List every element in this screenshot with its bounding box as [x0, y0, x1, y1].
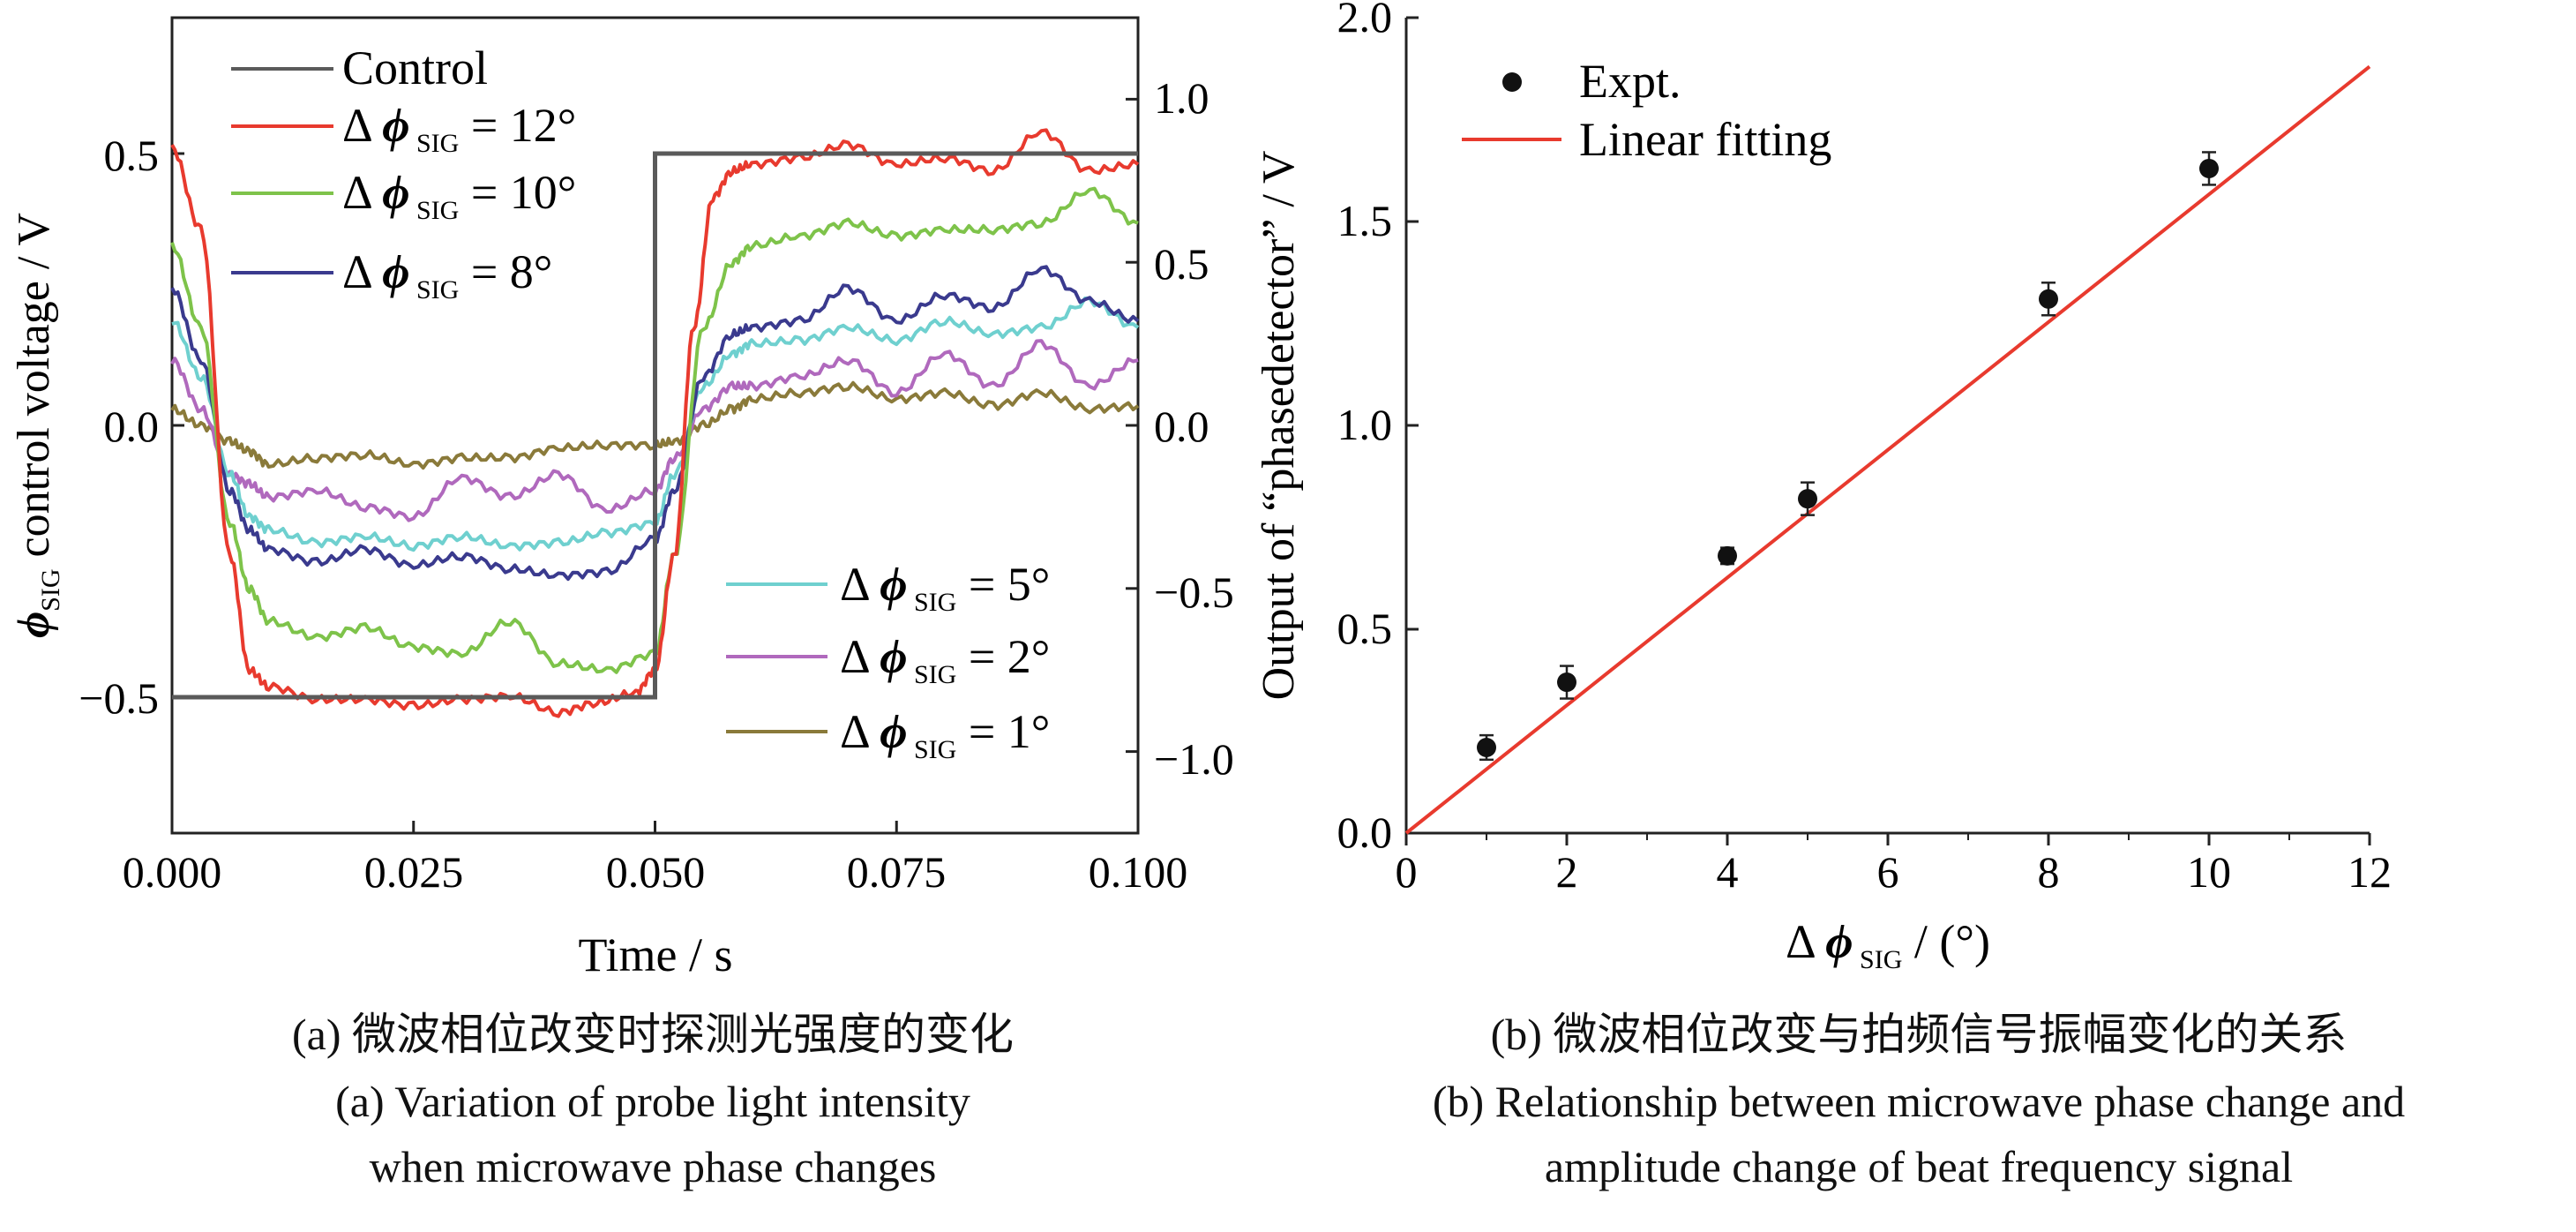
caption-a-english-line2: when microwave phase changes: [369, 1142, 937, 1191]
chart-a-legend-bottom: Δ ϕ SIG = 5° Δ ϕ SIG = 2° Δ ϕ SIG = 1°: [726, 558, 1050, 764]
chart-b-ytick-label: 1.5: [1337, 196, 1393, 245]
chart-b-xtick-label: 12: [2348, 847, 2392, 897]
chart-b-xtick-label: 2: [1556, 847, 1578, 897]
data-point: [1718, 545, 1737, 566]
chart-b-ticks: [1404, 16, 2371, 845]
caption-b-chinese: (b) 微波相位改变与拍频信号振幅变化的关系: [1490, 1010, 2348, 1059]
chart-a-ytick-left: −0.5: [79, 673, 159, 723]
chart-b-legend: Expt. Linear fitting: [1462, 55, 1831, 166]
legend-entry-control: Control: [342, 41, 488, 94]
chart-a-xtick-label: 0.100: [1089, 847, 1188, 897]
caption-b-english-line1: (b) Relationship between microwave phase…: [1432, 1077, 2406, 1126]
chart-b-fit-line: [1404, 64, 2371, 835]
chart-a-xtick-label: 0.025: [364, 847, 464, 897]
legend-marker-expt: [1502, 72, 1522, 92]
legend-entry-5deg: Δ ϕ SIG = 5°: [840, 558, 1050, 617]
data-point: [1477, 737, 1496, 757]
chart-b-ytick-label: 2.0: [1337, 0, 1393, 41]
chart-b-points: [1477, 151, 2219, 762]
legend-entry-2deg: Δ ϕ SIG = 2°: [840, 630, 1050, 689]
chart-b-xtick-label: 4: [1717, 847, 1739, 897]
chart-a-ylabel: ϕSIG control voltage / V: [9, 213, 65, 638]
chart-a-ytick-left: 0.5: [104, 131, 160, 180]
legend-entry-8deg: Δ ϕ SIG = 8°: [342, 245, 552, 304]
chart-a-ytick-right: 0.0: [1154, 402, 1209, 451]
caption-a-chinese: (a) 微波相位改变时探测光强度的变化: [292, 1010, 1014, 1059]
legend-entry-1deg: Δ ϕ SIG = 1°: [840, 705, 1050, 764]
caption-b-english-line2: amplitude change of beat frequency signa…: [1544, 1142, 2294, 1191]
caption-a-english-line1: (a) Variation of probe light intensity: [335, 1077, 970, 1126]
chart-b: 0 2 4 6 8 10 12 Δ ϕ SIG / (°) 0.0 0.5 1.…: [1254, 0, 2392, 974]
chart-b-ytick-label: 0.0: [1337, 808, 1393, 857]
chart-b-ytick-label: 0.5: [1337, 604, 1393, 653]
series-line-control: [172, 151, 1138, 700]
chart-a-ytick-right: −1.0: [1154, 734, 1234, 784]
chart-b-xtick-label: 10: [2187, 847, 2231, 897]
chart-a-ytick-right: −0.5: [1154, 567, 1234, 617]
fit-line: [1404, 64, 2371, 835]
legend-entry-fit: Linear fitting: [1579, 113, 1831, 166]
chart-a-xtick-label: 0.000: [123, 847, 222, 897]
chart-a-ytick-right: 0.5: [1154, 239, 1209, 289]
chart-a-series: [170, 128, 1140, 718]
chart-a-legend-top: Control Δ ϕ SIG = 12° Δ ϕ SIG = 10° Δ ϕ …: [231, 41, 576, 304]
chart-b-xtick-label: 0: [1396, 847, 1418, 897]
chart-a: 0.000 0.025 0.050 0.075 0.100 Time / s −…: [9, 16, 1234, 981]
chart-a-ticks: [170, 97, 1140, 833]
data-point: [1798, 489, 1817, 509]
chart-a-xtick-label: 0.075: [847, 847, 947, 897]
legend-entry-10deg: Δ ϕ SIG = 10°: [342, 166, 576, 225]
chart-a-xtick-label: 0.050: [606, 847, 706, 897]
chart-b-xtick-label: 8: [2038, 847, 2060, 897]
chart-b-xlabel: Δ ϕ SIG / (°): [1786, 915, 1990, 974]
chart-b-xtick-label: 6: [1877, 847, 1899, 897]
data-point: [2199, 158, 2219, 178]
chart-a-xlabel: Time / s: [578, 928, 732, 981]
legend-entry-expt: Expt.: [1579, 55, 1681, 108]
data-point: [2039, 289, 2058, 309]
chart-a-ytick-right: 1.0: [1154, 73, 1209, 123]
chart-a-ytick-left: 0.0: [104, 402, 160, 451]
chart-b-ytick-label: 1.0: [1337, 400, 1393, 449]
data-point: [1557, 672, 1576, 693]
chart-b-ylabel: Output of “phasedetector” / V: [1254, 151, 1304, 701]
legend-entry-12deg: Δ ϕ SIG = 12°: [342, 99, 576, 158]
